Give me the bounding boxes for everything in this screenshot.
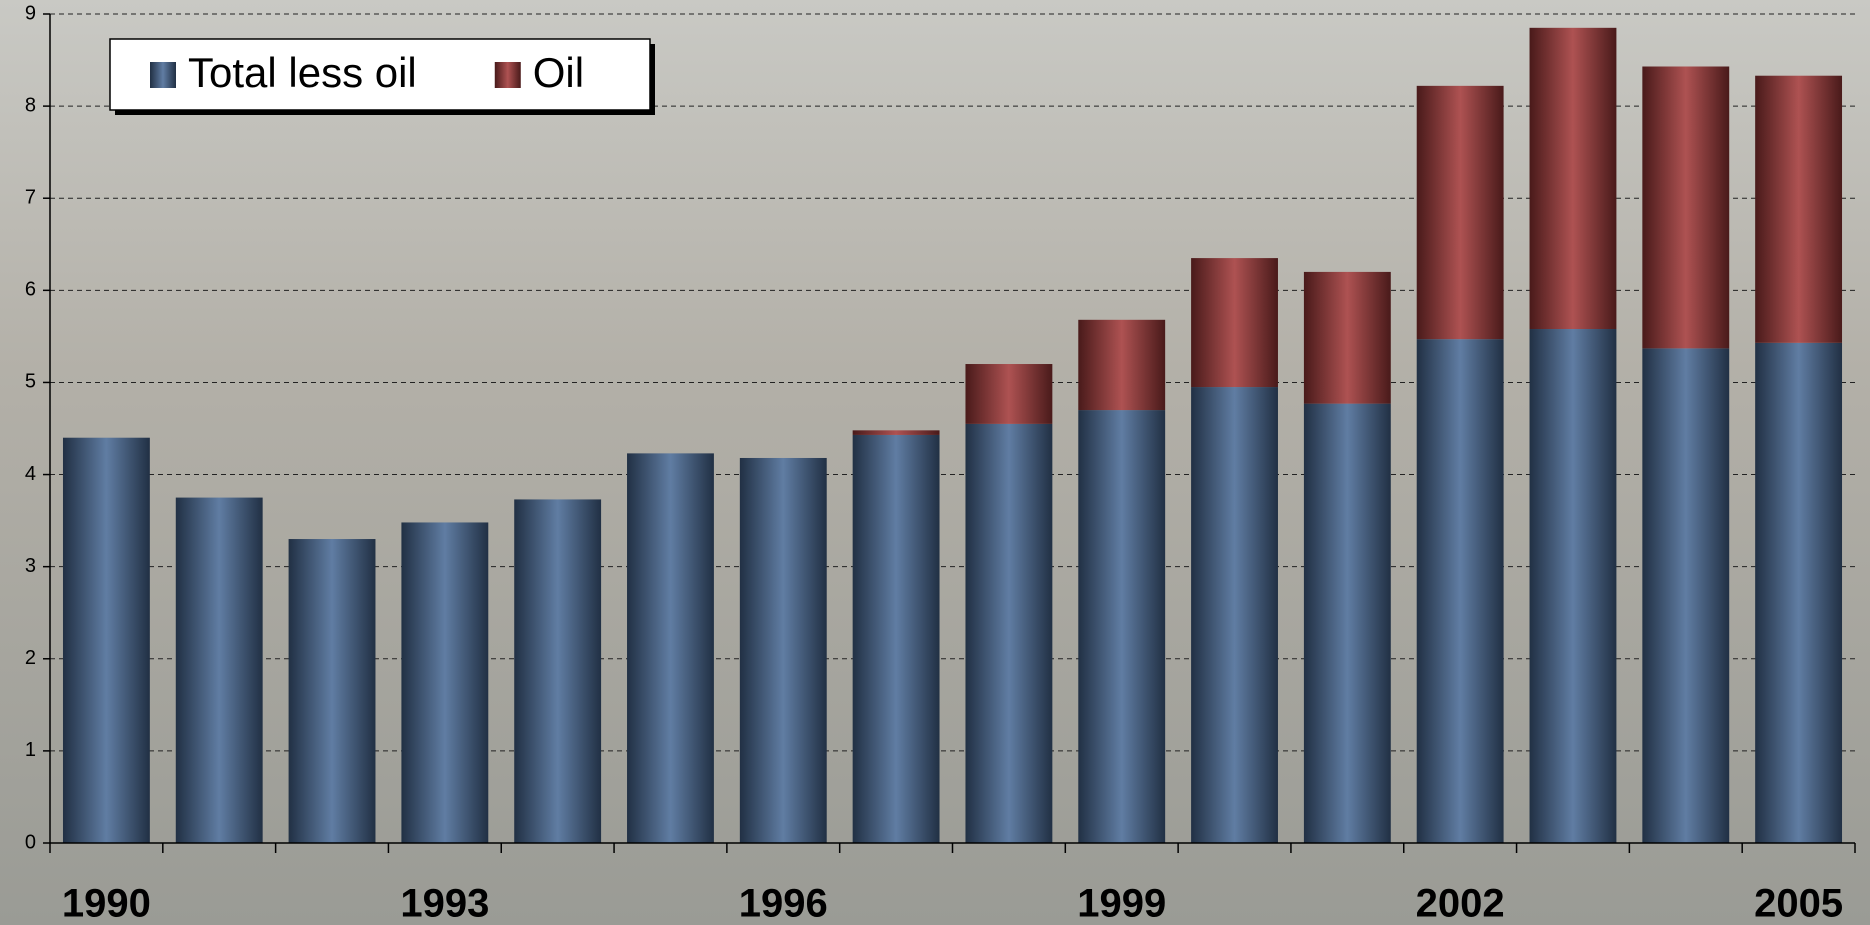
bar (63, 438, 150, 843)
x-tick-label: 1990 (62, 882, 151, 925)
y-tick-label: 4 (25, 463, 36, 485)
bar (289, 539, 376, 843)
bar (1078, 320, 1165, 410)
bar (1642, 348, 1729, 843)
bar (401, 522, 488, 843)
bar (1755, 343, 1842, 843)
bar (1304, 272, 1391, 404)
bar (740, 458, 827, 843)
x-tick-label: 1993 (400, 882, 489, 925)
legend-swatch (495, 62, 521, 88)
chart: 0 1 2 3 4 5 6 7 8 9 1990 1993 1996 1999 2002 2005 Total … (0, 0, 1870, 925)
x-tick-label: 2002 (1416, 882, 1505, 925)
bar (1078, 410, 1165, 843)
legend-swatch (150, 62, 176, 88)
y-tick-label: 6 (25, 279, 36, 301)
bar (965, 364, 1052, 424)
legend: Total less oil Oil (110, 39, 655, 115)
bar (627, 453, 714, 843)
bar (1530, 28, 1617, 329)
bar (514, 499, 601, 843)
y-tick-label: 9 (25, 2, 36, 24)
y-tick-label: 7 (25, 187, 36, 209)
bar (1642, 67, 1729, 349)
bar (1304, 404, 1391, 843)
y-tick-label: 2 (25, 647, 36, 669)
x-tick-label: 1996 (739, 882, 828, 925)
bar (1417, 339, 1504, 843)
x-tick-label: 1999 (1077, 882, 1166, 925)
bar (1755, 76, 1842, 343)
y-tick-label: 8 (25, 94, 36, 116)
page: {"chart_data": {"type": "stacked-bar", "… (0, 0, 1870, 925)
y-tick-label: 3 (25, 555, 36, 577)
bar (853, 435, 940, 843)
legend-label: Oil (533, 49, 584, 96)
bar (853, 430, 940, 435)
bar (1417, 86, 1504, 339)
bar (1191, 258, 1278, 387)
bar (1191, 387, 1278, 843)
x-tick-label: 2005 (1754, 882, 1843, 925)
y-tick-label: 1 (25, 739, 36, 761)
legend-label: Total less oil (188, 49, 417, 96)
bar (1530, 329, 1617, 843)
y-tick-label: 5 (25, 371, 36, 393)
bar (965, 424, 1052, 843)
bar (176, 498, 263, 843)
y-tick-label: 0 (25, 831, 36, 853)
